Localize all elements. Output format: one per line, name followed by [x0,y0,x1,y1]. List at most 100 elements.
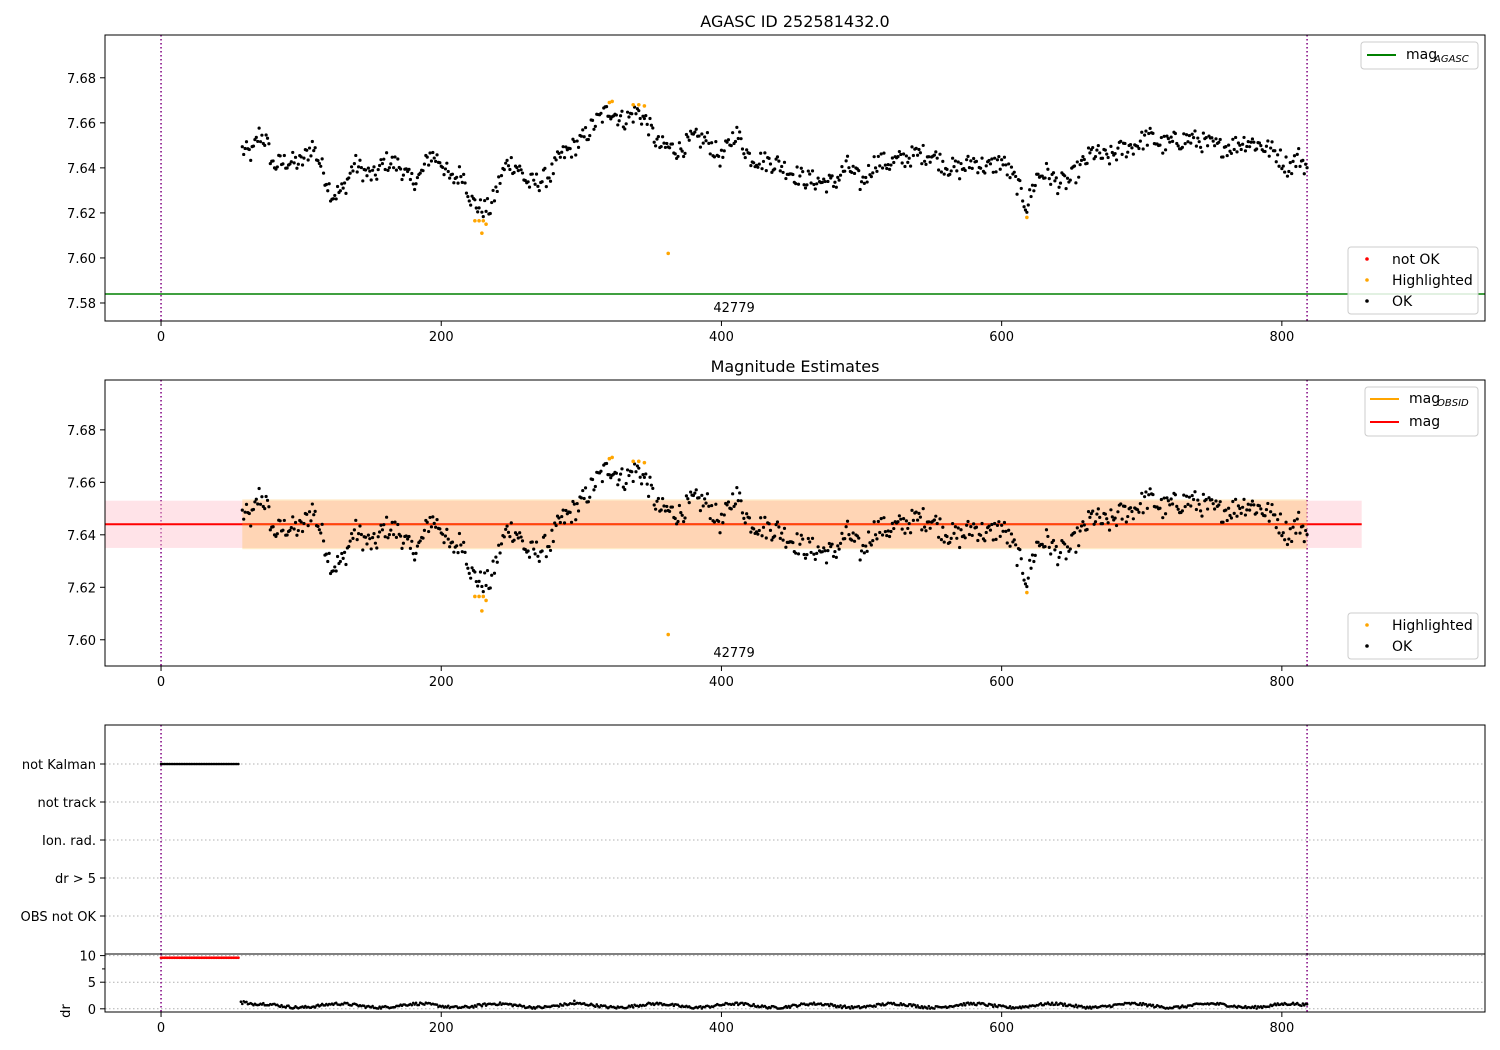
ok-point [1147,131,1151,136]
ok-point [951,521,955,526]
ok-point [1283,170,1287,174]
ok-point [400,177,404,182]
ok-point [425,155,429,159]
ok-point [934,514,938,518]
ok-point [864,175,868,180]
ok-point [390,520,394,524]
ok-point [285,166,289,170]
ok-point [588,495,592,499]
ok-point [684,494,689,498]
ok-point [637,466,641,470]
ok-point [887,167,892,171]
ok-point [390,155,394,159]
ok-point [778,169,782,173]
ok-point [1106,155,1110,160]
ok-point [1093,154,1098,159]
ok-point [980,156,984,160]
ok-point [830,174,834,178]
highlighted-point [607,100,612,105]
ok-point [1046,167,1050,171]
ok-point [1005,541,1009,545]
ok-point [572,502,576,506]
ok-point [1043,176,1047,180]
ok-point [914,510,918,514]
ok-point [428,515,432,520]
ok-point [951,156,955,160]
ok-point [309,519,313,523]
dr-point [1151,1003,1155,1007]
ok-point [251,144,256,148]
ok-point [875,537,879,541]
dr-point [245,1000,248,1004]
ok-point [700,493,704,497]
ok-point [560,150,564,154]
highlighted-point [473,218,477,223]
ok-point [1175,504,1179,508]
ok-point [376,167,380,172]
ok-point [631,120,635,124]
ok-point [618,472,623,476]
ok-point [540,549,544,553]
dr-point [926,1007,929,1010]
ok-point [693,130,697,134]
ok-point [1114,523,1119,528]
ok-point [768,528,773,532]
dr-point [699,1005,702,1008]
ok-point [477,579,481,584]
ok-point [761,159,766,164]
obsid-label: 42779 [713,301,754,316]
ok-point [634,470,638,474]
ok-point [932,153,937,157]
ok-point [293,155,298,159]
ok-point [1007,162,1011,166]
ok-point [907,521,911,526]
ok-point [512,538,516,542]
ok-point [319,164,323,168]
legend-marker-highlighted [1365,278,1369,282]
dr-point [857,1004,861,1008]
ok-point [953,525,958,529]
ok-point [413,187,417,192]
ok-point [1126,150,1130,154]
ok-point [1009,532,1014,536]
ok-point [997,154,1001,159]
ok-point [1053,548,1057,552]
agasc-magnitude-panel: AGASC ID 252581432.0 42779 0 200 400 600 800 7.… [67,12,1486,345]
ok-point [568,510,572,515]
ok-point [320,522,324,526]
ok-point [1095,148,1099,152]
ok-point [352,162,356,166]
ok-point [324,552,328,556]
ok-point [527,185,532,189]
ok-point [347,544,351,549]
dr-point [423,1003,426,1006]
highlighted-point [484,598,488,603]
ok-point [1190,132,1194,136]
ok-point [987,524,991,528]
ok-point [761,525,766,529]
ok-point [1243,513,1248,517]
ok-point [722,513,726,517]
ok-point [313,509,317,513]
ok-point [554,158,558,162]
ok-point [1077,544,1081,548]
ok-point [466,566,470,570]
dr-point [410,1003,414,1007]
ok-point [401,541,406,545]
ok-point [616,123,620,127]
ok-point [661,496,665,501]
ok-point [777,525,781,529]
ok-point [457,165,462,169]
ok-point [1081,520,1085,524]
ok-point [958,177,962,181]
ok-point [1105,152,1109,156]
ok-point [441,532,445,536]
ok-point [464,562,469,566]
ok-point [1036,540,1040,544]
ok-point [1291,159,1295,163]
ok-point [354,518,358,522]
highlighted-point [631,103,635,107]
ok-point [639,122,644,126]
ok-point [445,527,449,531]
ok-point [1113,516,1117,520]
